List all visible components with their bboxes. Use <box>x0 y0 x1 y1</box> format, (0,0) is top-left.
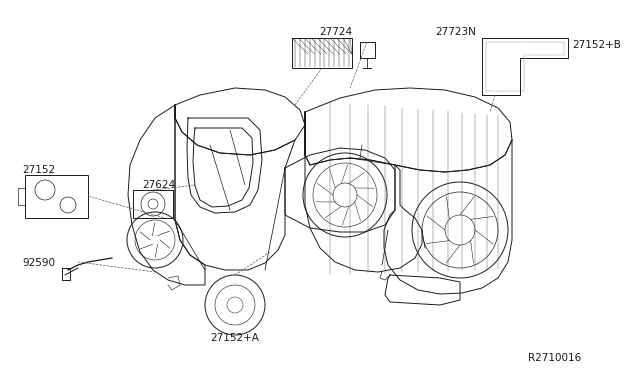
Text: 27152: 27152 <box>22 165 55 175</box>
Text: 27723N: 27723N <box>435 27 476 37</box>
Text: 92590: 92590 <box>22 258 55 268</box>
Text: 27624: 27624 <box>142 180 175 190</box>
Text: R2710016: R2710016 <box>529 353 582 363</box>
Text: 27724: 27724 <box>319 27 352 37</box>
Text: 27152+B: 27152+B <box>572 40 621 50</box>
Text: 27152+A: 27152+A <box>211 333 259 343</box>
